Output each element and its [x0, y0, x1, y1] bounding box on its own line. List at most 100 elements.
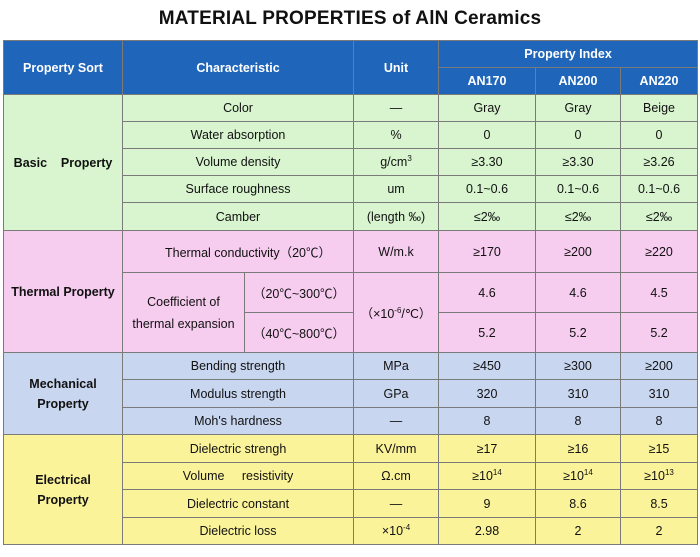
coef-line-1: Coefficient of: [147, 294, 220, 309]
value-cell: ≥1013: [619, 462, 699, 490]
characteristic-cell: Dielectric constant: [122, 489, 354, 518]
unit-cell: KV/mm: [353, 434, 439, 463]
characteristic-cell: Bending strength: [122, 352, 354, 380]
value-cell: ≥16: [535, 434, 621, 463]
thermal-expansion-label: Coefficient of thermal expansion: [122, 272, 245, 353]
value-cell: ≥3.30: [535, 148, 621, 176]
value-cell: 0: [619, 121, 699, 149]
characteristic-cell: Moh's hardness: [122, 407, 354, 435]
table-row: Thermal Property Thermal conductivity（20…: [3, 230, 699, 353]
value-cell: ≥170: [438, 230, 536, 273]
unit-text: g/cm: [380, 155, 408, 169]
characteristic-cell: Thermal conductivity（20℃）: [122, 230, 354, 273]
value-text: ≥10: [563, 469, 584, 483]
table-row: Water absorption % 0 0 0: [4, 121, 699, 149]
table-row: Surface roughness um 0.1~0.6 0.1~0.6 0.1…: [4, 175, 699, 203]
unit-cell: —: [353, 94, 439, 122]
value-cell: Gray: [535, 94, 621, 122]
characteristic-cell: Color: [122, 94, 354, 122]
value-cell: ≤2‰: [535, 202, 621, 231]
unit-cell: ×10-4: [353, 517, 439, 545]
value-cell: ≥220: [619, 230, 699, 273]
value-text: ≥10: [472, 469, 493, 483]
unit-superscript: 3: [407, 154, 412, 163]
table-row: Modulus strength GPa 320 310 310: [4, 379, 699, 408]
value-cell: 310: [619, 379, 699, 408]
unit-superscript: -6: [394, 306, 402, 315]
header-grade: AN170: [438, 67, 536, 95]
value-cell: Gray: [438, 94, 536, 122]
table-row: Coefficient of thermal expansion （20℃~300…: [4, 272, 699, 353]
value-exponent: 14: [492, 468, 502, 477]
value-cell: ≥3.30: [438, 148, 536, 176]
value-cell: ≤2‰: [438, 202, 536, 231]
value-cell: 9: [438, 489, 536, 518]
group-name-line-1: Mechanical: [29, 376, 97, 391]
value-text: ≥10: [644, 469, 665, 483]
unit-cell: Ω.cm: [353, 462, 439, 490]
value-cell: ≤2‰: [619, 202, 699, 231]
value-cell: 0.1~0.6: [619, 175, 699, 203]
value-cell: 4.5: [619, 272, 699, 313]
table-row: Electrical Property Dielectric strengh KV…: [3, 434, 699, 545]
characteristic-cell: Modulus strength: [122, 379, 354, 408]
value-cell: 5.2: [438, 312, 536, 353]
characteristic-cell: Water absorption: [122, 121, 354, 149]
characteristic-cell: Volume resistivity: [122, 462, 354, 490]
value-cell: 0.1~0.6: [535, 175, 621, 203]
unit-cell: —: [353, 489, 439, 518]
unit-prefix: （×10: [360, 307, 395, 321]
value-cell: 2.98: [438, 517, 536, 545]
value-cell: 8.6: [535, 489, 621, 518]
unit-cell: MPa: [353, 352, 439, 380]
unit-cell: （×10-6/℃）: [353, 272, 439, 353]
page-title: MATERIAL PROPERTIES of AlN Ceramics: [158, 8, 542, 29]
value-exponent: 13: [664, 468, 674, 477]
header-characteristic: Characteristic: [122, 40, 354, 95]
group-name-line-1: Electrical: [35, 472, 91, 487]
value-cell: 8.5: [619, 489, 699, 518]
value-cell: ≥3.26: [619, 148, 699, 176]
characteristic-cell: Surface roughness: [122, 175, 354, 203]
properties-table: Property Sort Characteristic Unit Proper…: [3, 40, 699, 545]
value-cell: 4.6: [438, 272, 536, 313]
value-cell: 8: [535, 407, 621, 435]
value-cell: 5.2: [619, 312, 699, 353]
table-row: Mechanical Property Bending strength MPa …: [3, 352, 699, 435]
table-row: （40℃~800℃） 5.2 5.2 5.2: [4, 312, 699, 353]
value-cell: ≥200: [535, 230, 621, 273]
unit-text: ×10: [381, 524, 404, 538]
table-row: Basic Property Color — Gray Gray Beige: [3, 94, 699, 231]
value-cell: 0.1~0.6: [438, 175, 536, 203]
characteristic-cell: Dielectric loss: [122, 517, 354, 545]
value-cell: 8: [619, 407, 699, 435]
value-cell: ≥1014: [438, 462, 536, 490]
value-cell: 5.2: [535, 312, 621, 353]
unit-superscript: -4: [403, 523, 411, 532]
value-cell: 310: [535, 379, 621, 408]
group-thermal-property: Thermal Property: [3, 230, 123, 353]
value-exponent: 14: [583, 468, 593, 477]
unit-cell: g/cm3: [353, 148, 439, 176]
group-mechanical-property: Mechanical Property: [3, 352, 123, 435]
unit-suffix: /℃）: [401, 307, 432, 321]
value-cell: 0: [438, 121, 536, 149]
value-cell: 4.6: [535, 272, 621, 313]
unit-cell: GPa: [353, 379, 439, 408]
unit-cell: %: [353, 121, 439, 149]
value-cell: 320: [438, 379, 536, 408]
header-grade: AN220: [619, 67, 699, 95]
value-cell: 2: [619, 517, 699, 545]
table-row: Dielectric constant — 9 8.6 8.5: [4, 489, 699, 518]
group-name-line-2: Property: [37, 396, 89, 411]
temperature-range: （20℃~300℃）: [244, 272, 354, 313]
value-cell: 0: [535, 121, 621, 149]
value-cell: 2: [535, 517, 621, 545]
header-property-index: Property Index: [437, 40, 699, 68]
table-row: Dielectric loss ×10-4 2.98 2 2: [4, 517, 699, 545]
table-row: Camber (length ‰) ≤2‰ ≤2‰ ≤2‰: [4, 202, 699, 231]
group-name-line-2: Property: [37, 492, 89, 507]
group-electrical-property: Electrical Property: [3, 434, 123, 545]
header-property-sort: Property Sort: [3, 40, 123, 95]
group-basic-property: Basic Property: [3, 94, 123, 231]
